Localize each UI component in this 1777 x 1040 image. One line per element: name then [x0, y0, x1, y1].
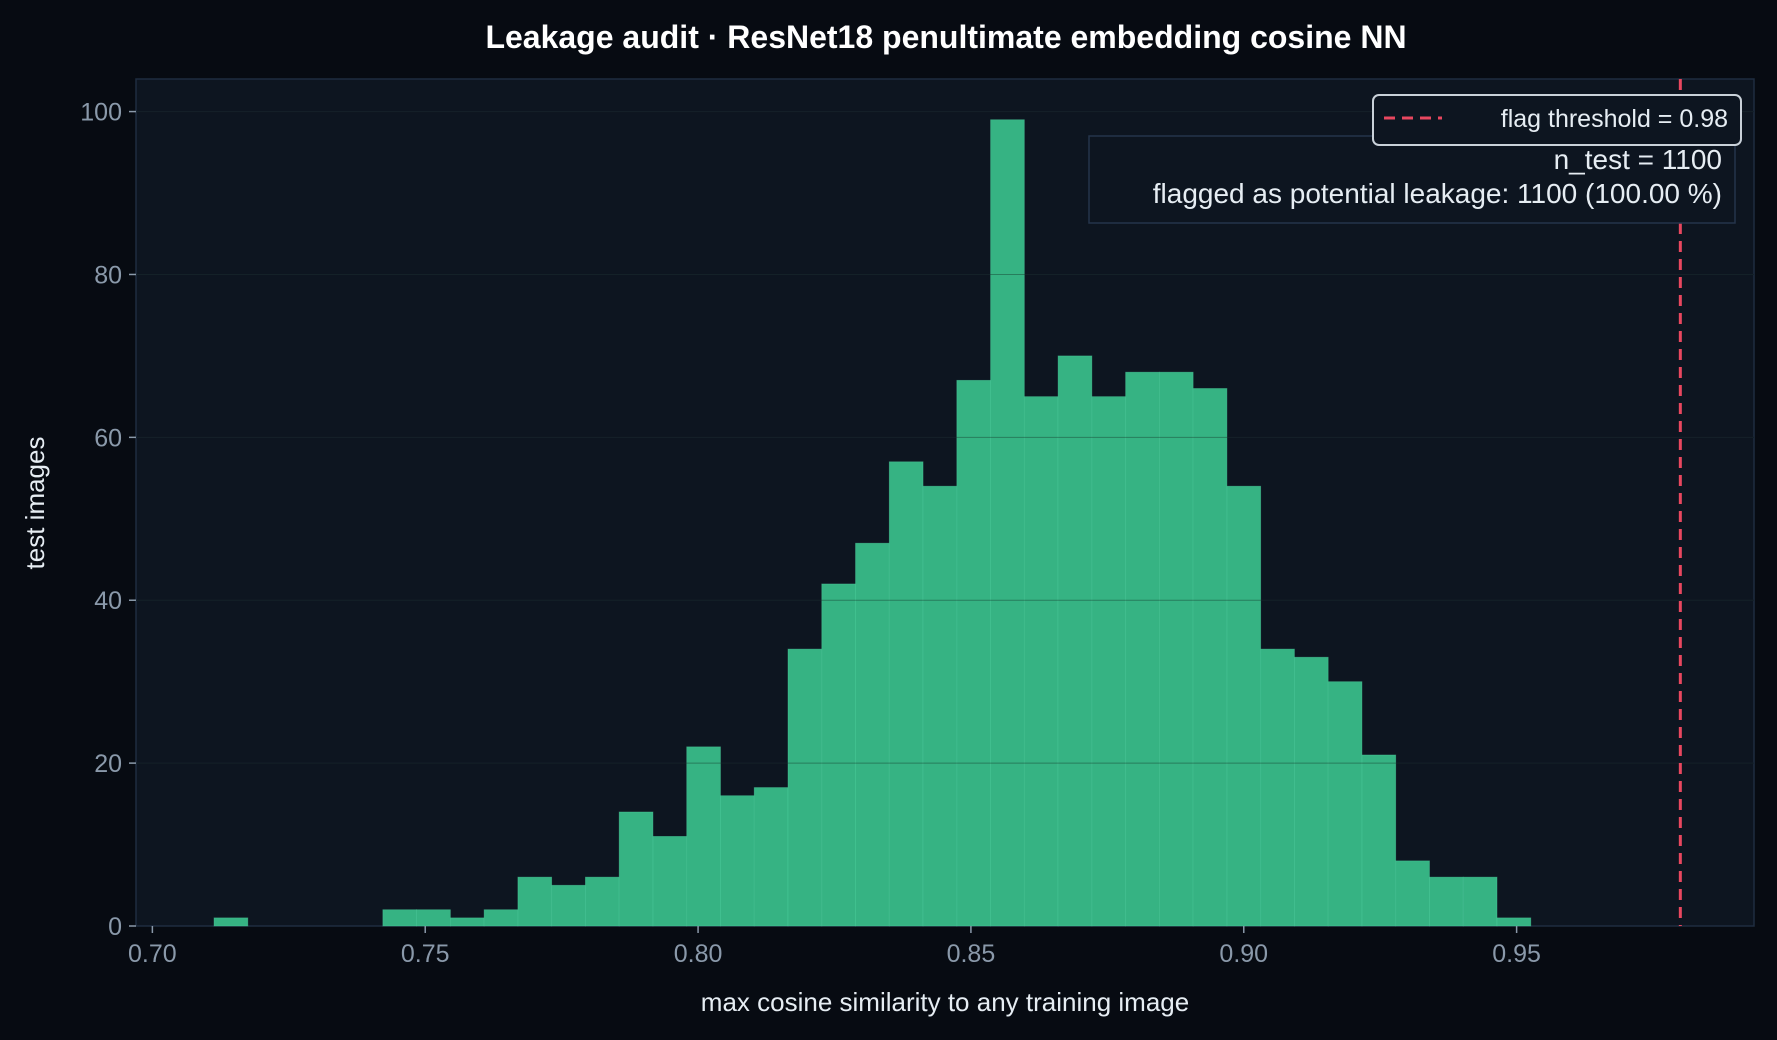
histogram-bar: [618, 811, 654, 927]
histogram-bar: [1327, 681, 1363, 927]
histogram-bar: [1361, 754, 1397, 927]
histogram-bar: [1125, 371, 1160, 927]
histogram-bar: [753, 787, 789, 927]
histogram-bar: [1226, 485, 1262, 927]
histogram-bar: [855, 542, 890, 927]
y-tick-label: 80: [94, 261, 122, 289]
x-tick-label: 0.75: [401, 940, 450, 968]
histogram-bar: [686, 746, 721, 927]
histogram-bar: [652, 836, 688, 927]
histogram-bar: [213, 917, 249, 927]
histogram-bar: [382, 909, 418, 927]
histogram-bar: [483, 909, 519, 927]
histogram-bar: [922, 485, 958, 927]
annotation-frame: [1088, 135, 1736, 224]
histogram-bar: [1260, 648, 1295, 927]
histogram-bar: [956, 379, 991, 927]
x-tick-label: 0.95: [1492, 940, 1541, 968]
annotation-n-test: n_test = 1100: [1554, 144, 1722, 175]
histogram-bar: [990, 119, 1025, 927]
histogram-bar: [888, 461, 924, 927]
histogram-bar: [551, 884, 586, 927]
histogram-bar: [787, 648, 823, 927]
y-axis-ticks: 0 20 40 60 80 100: [80, 99, 136, 941]
legend-threshold-label: flag threshold = 0.98: [1501, 105, 1728, 133]
legend: flag threshold = 0.98: [1372, 94, 1742, 146]
histogram-bar: [1496, 917, 1532, 927]
x-tick-label: 0.90: [1219, 940, 1268, 968]
legend-frame: [1372, 94, 1742, 146]
annotation-box: n_test = 1100 flagged as potential leaka…: [1088, 135, 1736, 224]
histogram-bar: [1462, 876, 1498, 927]
histogram-bar: [1057, 355, 1093, 927]
histogram-bar: [1192, 388, 1228, 927]
x-axis-ticks: 0.70 0.75 0.80 0.85 0.90 0.95: [128, 926, 1541, 968]
histogram-bar: [449, 917, 485, 927]
y-tick-label: 40: [94, 587, 122, 615]
histogram-bar: [1023, 396, 1059, 927]
histogram-bar: [1429, 876, 1464, 927]
x-tick-label: 0.70: [128, 940, 177, 968]
y-tick-label: 0: [108, 913, 122, 941]
x-axis-label: max cosine similarity to any training im…: [701, 987, 1189, 1017]
histogram-bar: [1395, 860, 1430, 927]
histogram-bar: [720, 795, 755, 927]
annotation-flagged: flagged as potential leakage: 1100 (100.…: [1153, 178, 1722, 209]
y-tick-label: 20: [94, 750, 122, 778]
y-axis-label: test images: [20, 437, 50, 570]
x-tick-label: 0.80: [674, 940, 723, 968]
histogram-bar: [517, 876, 553, 927]
histogram-bar: [1294, 656, 1329, 927]
grid-overlay: [136, 111, 1754, 764]
histogram-bar: [1091, 396, 1127, 927]
y-tick-label: 60: [94, 424, 122, 452]
histogram-bar: [1158, 371, 1194, 927]
histogram-bar: [821, 583, 856, 927]
histogram-bars: [213, 119, 1532, 927]
histogram-bar: [585, 876, 620, 927]
y-tick-label: 100: [80, 99, 122, 127]
histogram-bar: [416, 909, 451, 927]
chart-title: Leakage audit · ResNet18 penultimate emb…: [485, 19, 1406, 55]
x-tick-label: 0.85: [947, 940, 996, 968]
